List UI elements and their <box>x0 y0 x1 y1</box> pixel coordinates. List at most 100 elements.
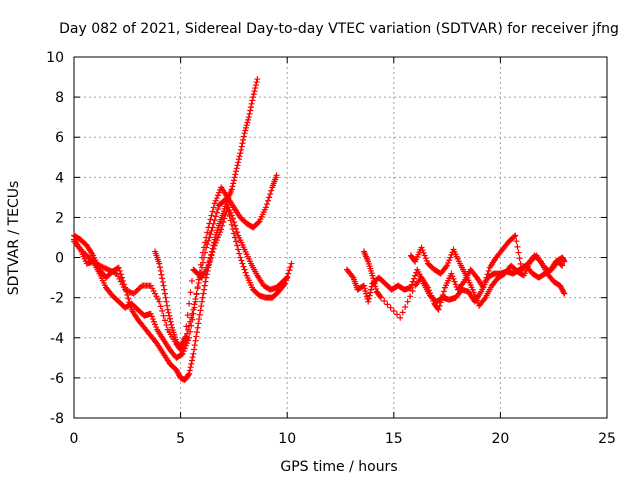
data-point <box>159 278 166 285</box>
data-point <box>437 299 444 306</box>
data-point <box>193 329 200 336</box>
data-point <box>200 290 207 297</box>
data-point <box>210 220 217 227</box>
data-point <box>163 298 170 305</box>
data-point <box>202 249 209 256</box>
data-point <box>365 295 372 302</box>
data-point <box>183 330 190 337</box>
data-point <box>207 255 214 262</box>
data-point <box>214 234 221 241</box>
data-point <box>157 303 164 310</box>
data-point <box>451 278 458 285</box>
series-track-3 <box>71 196 291 353</box>
data-point <box>409 278 416 285</box>
data-point <box>234 229 241 236</box>
data-point <box>243 122 250 129</box>
data-point <box>369 272 376 279</box>
data-point <box>427 289 434 296</box>
data-point <box>159 308 166 315</box>
data-point <box>211 200 218 207</box>
data-point <box>443 263 450 270</box>
data-point <box>482 277 489 284</box>
data-point <box>210 204 217 211</box>
data-point <box>168 321 175 328</box>
data-point <box>231 234 238 241</box>
data-point <box>232 171 239 178</box>
data-point <box>265 197 272 204</box>
data-point <box>237 254 244 261</box>
data-point <box>230 177 237 184</box>
data-point <box>440 288 447 295</box>
data-point <box>402 304 409 311</box>
y-tick-label: 6 <box>55 130 64 146</box>
data-point <box>188 360 195 367</box>
data-point <box>233 165 240 172</box>
data-point <box>439 291 446 298</box>
data-point <box>215 231 222 238</box>
data-point <box>147 310 154 317</box>
series-track-4 <box>152 204 295 351</box>
y-axis-label: SDTVAR / TECUs <box>6 181 22 296</box>
data-point <box>201 286 208 293</box>
data-point <box>399 309 406 316</box>
data-point <box>213 195 220 202</box>
data-point <box>208 252 215 259</box>
data-point <box>234 162 241 169</box>
data-point <box>198 264 205 271</box>
data-point <box>156 298 163 305</box>
data-point <box>125 295 132 302</box>
data-point <box>404 298 411 305</box>
data-point <box>191 346 198 353</box>
data-point <box>360 282 367 289</box>
data-point <box>236 250 243 257</box>
y-tick-label: -6 <box>50 371 64 387</box>
data-point <box>381 298 388 305</box>
data-point <box>250 91 257 98</box>
data-point <box>244 119 251 126</box>
data-point <box>186 300 193 307</box>
data-point <box>423 257 430 264</box>
data-point <box>211 242 218 249</box>
data-point <box>190 306 197 313</box>
data-point <box>240 263 247 270</box>
data-point <box>285 270 292 277</box>
data-point <box>446 257 453 264</box>
data-point <box>189 354 196 361</box>
data-point <box>201 254 208 261</box>
data-point <box>444 262 451 269</box>
data-point <box>152 321 159 328</box>
data-point <box>208 212 215 219</box>
data-point <box>236 153 243 160</box>
data-point <box>245 114 252 121</box>
data-point <box>262 204 269 211</box>
data-point <box>240 136 247 143</box>
data-point <box>472 273 479 280</box>
chart-title: Day 082 of 2021, Sidereal Day-to-day VTE… <box>59 21 619 37</box>
data-point <box>213 209 220 216</box>
data-point <box>185 371 192 378</box>
data-point <box>247 104 254 111</box>
x-tick-label: 0 <box>70 431 79 447</box>
data-point <box>224 204 231 211</box>
data-point <box>188 357 195 364</box>
data-point <box>449 273 456 280</box>
data-point <box>387 304 394 311</box>
data-point <box>212 197 219 204</box>
data-point <box>209 208 216 215</box>
data-point <box>185 326 192 333</box>
data-point <box>428 292 435 299</box>
data-point <box>412 272 419 279</box>
data-point <box>253 79 260 86</box>
data-point <box>187 289 194 296</box>
data-point <box>191 342 198 349</box>
data-point <box>255 219 262 226</box>
data-point <box>559 262 566 269</box>
data-point <box>228 186 235 193</box>
data-point <box>211 217 218 224</box>
data-point <box>288 260 295 267</box>
data-point <box>220 219 227 226</box>
x-axis-label: GPS time / hours <box>280 459 397 475</box>
data-point <box>233 238 240 245</box>
data-point <box>460 279 467 286</box>
